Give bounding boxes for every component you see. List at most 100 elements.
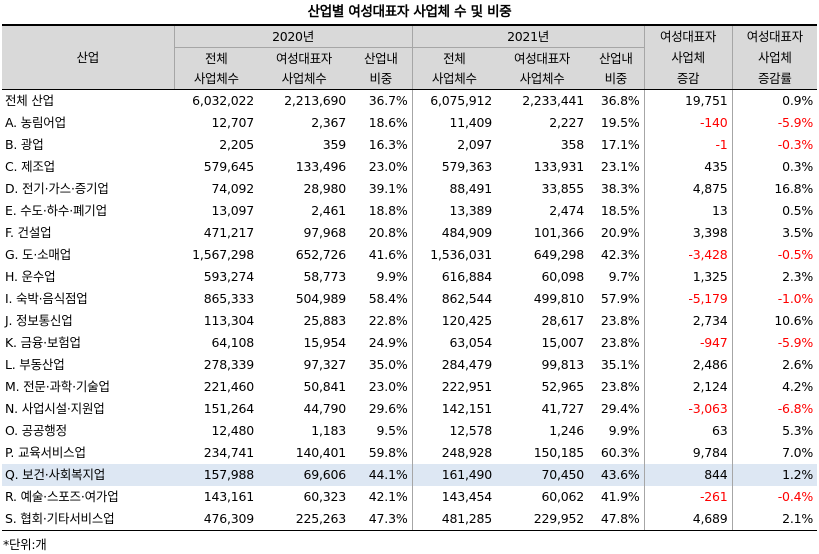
rate-cell: 0.9% xyxy=(731,89,818,112)
share-2020-cell: 9.5% xyxy=(376,423,408,438)
rate-cell: 4.2% xyxy=(731,376,818,398)
header-2020-share-l2: 비중 xyxy=(350,69,413,90)
female-2021-cell: 2,474 xyxy=(549,203,585,218)
header-2021-female-l2: 사업체수 xyxy=(496,69,589,90)
change-cell: 2,124 xyxy=(643,376,733,398)
share-2021-cell: 9.7% xyxy=(608,269,640,284)
total-2021-cell: 63,054 xyxy=(411,332,497,354)
total-2021-cell: 6,075,912 xyxy=(411,89,497,112)
total-2020-cell: 151,264 xyxy=(203,401,254,416)
share-2020-cell: 24.9% xyxy=(368,335,408,350)
table-row: 전체 산업 6,032,022 2,213,690 36.7% 6,075,912 2,2… xyxy=(2,89,818,112)
female-2021-cell: 499,810 xyxy=(533,291,585,306)
total-2021-cell: 142,151 xyxy=(411,398,497,420)
rate-cell: 0.3% xyxy=(731,156,818,178)
table-row: O. 공공행정 12,480 1,183 9.5% 12,578 1,246 9.9% 63 5… xyxy=(2,420,818,442)
total-2020-cell: 113,304 xyxy=(203,313,254,328)
female-2020-cell: 1,183 xyxy=(311,423,346,438)
header-2021-female-l1: 여성대표자 xyxy=(496,47,589,69)
table-row: E. 수도·하수·폐기업 13,097 2,461 18.8% 13,389 2,474 1… xyxy=(2,200,818,222)
rate-cell: 16.8% xyxy=(731,178,818,200)
share-2021-cell: 9.9% xyxy=(608,423,640,438)
female-2021-cell: 101,366 xyxy=(533,225,585,240)
header-rate-l2: 사업체 xyxy=(731,47,818,69)
share-2020-cell: 36.7% xyxy=(368,93,408,108)
female-2020-cell: 15,954 xyxy=(303,335,346,350)
industry-cell: L. 부동산업 xyxy=(5,357,65,372)
share-2020-cell: 20.8% xyxy=(368,225,408,240)
table-row: A. 농림어업 12,707 2,367 18.6% 11,409 2,227 19.5% -… xyxy=(2,112,818,134)
table-row: P. 교육서비스업 234,741 140,401 59.8% 248,928 150,1… xyxy=(2,442,818,464)
change-cell: -140 xyxy=(643,112,733,134)
header-2021-share-l1: 산업내 xyxy=(588,47,645,69)
total-2021-cell: 11,409 xyxy=(411,112,497,134)
female-2020-cell: 2,213,690 xyxy=(284,93,346,108)
header-change-l1: 여성대표자 xyxy=(643,24,733,48)
table-row: G. 도·소매업 1,567,298 652,726 41.6% 1,536,031 64… xyxy=(2,244,818,266)
total-2020-cell: 12,480 xyxy=(211,423,254,438)
change-cell: -3,428 xyxy=(643,244,733,266)
female-2020-cell: 359 xyxy=(322,137,346,152)
industry-cell: F. 건설업 xyxy=(5,225,52,240)
industry-cell: M. 전문·과학·기술업 xyxy=(5,379,110,394)
female-2021-cell: 70,450 xyxy=(496,464,589,486)
female-2020-cell: 652,726 xyxy=(295,247,346,262)
total-2021-cell: 616,884 xyxy=(411,266,497,288)
industry-cell: C. 제조업 xyxy=(5,159,55,174)
change-cell: -1 xyxy=(643,134,733,156)
female-2020-cell: 44,790 xyxy=(303,401,346,416)
female-2020-cell: 60,323 xyxy=(303,489,346,504)
total-2020-cell: 476,309 xyxy=(174,508,258,531)
rate-cell: -5.9% xyxy=(731,112,818,134)
table-row: S. 협회·기타서비스업 476,309 225,263 47.3% 481,285 22… xyxy=(2,508,818,531)
change-cell: 4,875 xyxy=(643,178,733,200)
share-2020-cell: 9.9% xyxy=(376,269,408,284)
share-2020-cell: 42.1% xyxy=(368,489,408,504)
share-2021-cell: 23.8% xyxy=(600,313,640,328)
industry-cell: S. 협회·기타서비스업 xyxy=(2,508,174,531)
total-2021-cell: 2,097 xyxy=(411,134,497,156)
female-2020-cell: 2,367 xyxy=(311,115,346,130)
share-2021-cell: 17.1% xyxy=(600,137,640,152)
table-row: C. 제조업 579,645 133,496 23.0% 579,363 133,931 2… xyxy=(2,156,818,178)
total-2021-cell: 88,491 xyxy=(411,178,497,200)
table-title: 산업별 여성대표자 사업체 수 및 비중 xyxy=(307,4,512,20)
share-2020-cell: 29.6% xyxy=(368,401,408,416)
total-2020-cell: 221,460 xyxy=(203,379,254,394)
change-cell: 2,486 xyxy=(643,354,733,376)
female-2021-cell: 28,617 xyxy=(541,313,585,328)
industry-cell: K. 금융·보험업 xyxy=(5,335,81,350)
female-2021-cell: 649,298 xyxy=(533,247,585,262)
rate-cell: -0.4% xyxy=(731,486,818,508)
share-2020-cell: 23.0% xyxy=(368,379,408,394)
female-2020-cell: 2,461 xyxy=(311,203,346,218)
rate-cell: 2.3% xyxy=(731,266,818,288)
rate-cell: -1.0% xyxy=(731,288,818,310)
total-2021-cell: 1,536,031 xyxy=(411,244,497,266)
industry-cell: G. 도·소매업 xyxy=(5,247,72,262)
change-cell: -947 xyxy=(643,332,733,354)
total-2021-cell: 120,425 xyxy=(411,310,497,332)
rate-cell: 5.3% xyxy=(731,420,818,442)
industry-cell: D. 전기·가스·증기업 xyxy=(5,181,109,196)
change-cell: 9,784 xyxy=(643,442,733,464)
rate-cell: -5.9% xyxy=(731,332,818,354)
industry-cell: P. 교육서비스업 xyxy=(5,445,86,460)
female-2020-cell: 69,606 xyxy=(258,464,350,486)
female-2021-cell: 358 xyxy=(560,137,585,152)
share-2021-cell: 57.9% xyxy=(600,291,640,306)
female-2021-cell: 150,185 xyxy=(533,445,585,460)
industry-cell: O. 공공행정 xyxy=(5,423,67,438)
table-row: M. 전문·과학·기술업 221,460 50,841 23.0% 222,951 52,… xyxy=(2,376,818,398)
share-2021-cell: 29.4% xyxy=(600,401,640,416)
total-2020-cell: 143,161 xyxy=(203,489,254,504)
share-2021-cell: 47.8% xyxy=(588,508,645,531)
female-2020-cell: 504,989 xyxy=(295,291,346,306)
share-2020-cell: 23.0% xyxy=(368,159,408,174)
share-2021-cell: 41.9% xyxy=(600,489,640,504)
header-2020-total-l2: 사업체수 xyxy=(173,69,258,90)
share-2021-cell: 36.8% xyxy=(600,93,640,108)
female-2021-cell: 52,965 xyxy=(541,379,585,394)
rate-cell: -0.3% xyxy=(731,134,818,156)
table-row: N. 사업시설·지원업 151,264 44,790 29.6% 142,151 41,7… xyxy=(2,398,818,420)
